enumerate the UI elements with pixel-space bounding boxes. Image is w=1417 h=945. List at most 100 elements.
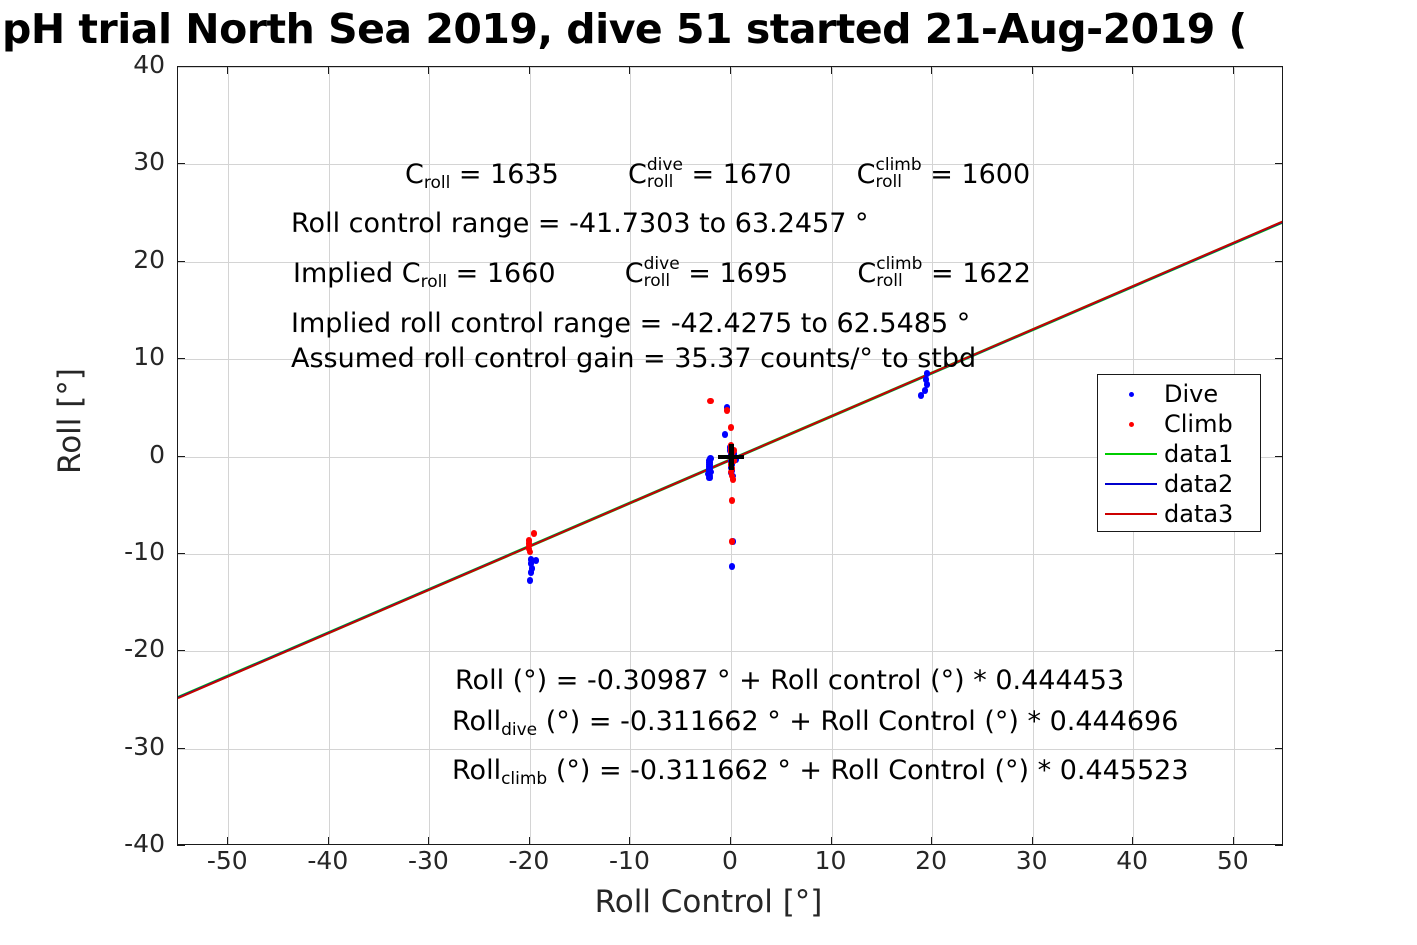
implied-c-dive-symbol: C [624, 257, 644, 289]
annotation-assumed-roll-control-gain: Assumed roll control gain = 35.37 counts… [291, 343, 977, 374]
eq-dive-tail: (°) = -0.311662 ° + Roll Control (°) * 0… [545, 706, 1179, 737]
x-tick-label: 0 [722, 846, 738, 875]
c-climb-subscript: roll [875, 172, 902, 193]
eq-dive-head: Roll [452, 706, 502, 737]
x-tick-mark [1031, 66, 1033, 74]
y-tick-mark [177, 845, 185, 846]
gridline-vertical [529, 67, 531, 844]
data-point-dive [917, 391, 925, 399]
legend-item-dive[interactable]: Dive [1098, 379, 1260, 409]
c-dive-value: = 1670 [691, 158, 792, 190]
x-tick-label: 20 [915, 846, 947, 875]
eq-climb-head: Roll [452, 755, 502, 786]
c-climb-value: = 1600 [930, 158, 1031, 190]
implied-c-climb-value: = 1622 [930, 257, 1031, 289]
legend[interactable]: Dive Climb data1 data2 data3 [1097, 374, 1261, 532]
legend-item-climb[interactable]: Climb [1098, 409, 1260, 439]
legend-item-data2[interactable]: data2 [1098, 469, 1260, 499]
legend-marker [1105, 453, 1157, 455]
y-tick-mark [177, 455, 185, 457]
data-point-climb [729, 476, 737, 484]
y-tick-label: -20 [124, 634, 165, 664]
equation-roll-climb: Rollclimb (°) = -0.311662 ° + Roll Contr… [452, 755, 1189, 788]
legend-item-data3[interactable]: data3 [1098, 499, 1260, 529]
gridline-vertical [831, 67, 833, 844]
equation-roll-dive: Rolldive (°) = -0.311662 ° + Roll Contro… [452, 706, 1179, 739]
y-tick-mark [1275, 163, 1283, 165]
x-tick-mark [1232, 66, 1234, 74]
data-point-climb [730, 456, 738, 464]
x-tick-label: -30 [407, 846, 449, 875]
implied-c-climb-supsub: climb roll [876, 255, 922, 292]
legend-marker [1128, 391, 1134, 397]
x-tick-mark [428, 66, 430, 74]
x-tick-mark [428, 837, 430, 845]
y-tick-label: -40 [124, 829, 165, 858]
gridline-vertical [932, 67, 934, 844]
legend-swatch-data1-icon [1098, 453, 1164, 455]
c-dive-supsub: dive roll [646, 156, 683, 193]
data-point-climb [728, 472, 736, 480]
y-tick-mark [177, 650, 185, 652]
y-tick-mark [177, 552, 185, 554]
data-point-dive [923, 381, 931, 388]
x-tick-mark [327, 66, 329, 74]
legend-swatch-data3-icon [1098, 513, 1164, 515]
gridline-horizontal [178, 651, 1282, 653]
y-tick-mark [1275, 552, 1283, 554]
legend-label: data1 [1164, 440, 1234, 468]
page-title: pH trial North Sea 2019, dive 51 started… [2, 5, 1247, 53]
x-tick-label: -20 [508, 846, 550, 875]
gridline-horizontal [178, 261, 1282, 263]
implied-c-roll-value: = 1660 [455, 257, 556, 289]
implied-c-climb-subscript: roll [876, 271, 903, 292]
y-tick-mark [177, 260, 185, 262]
x-axis-label: Roll Control [°] [594, 884, 823, 920]
c-dive-symbol: C [628, 158, 647, 190]
x-tick-mark [528, 837, 530, 845]
c-climb-symbol: C [856, 158, 876, 190]
data-point-climb [526, 548, 534, 556]
x-tick-mark [730, 66, 731, 74]
data-point-dive [527, 568, 535, 576]
x-tick-mark [1232, 837, 1234, 845]
gridline-horizontal [178, 553, 1282, 555]
legend-marker [1105, 513, 1157, 515]
data-point-dive [923, 370, 931, 378]
x-tick-mark [830, 66, 832, 74]
y-tick-mark [1275, 455, 1283, 457]
y-tick-mark [1275, 747, 1283, 749]
x-tick-mark [1132, 66, 1134, 74]
data-point-dive [728, 563, 736, 570]
x-tick-label: -10 [609, 846, 650, 875]
legend-item-data1[interactable]: data1 [1098, 439, 1260, 469]
y-tick-label: 30 [133, 147, 165, 177]
implied-c-dive-subscript: roll [643, 271, 671, 292]
x-tick-label: 30 [1015, 846, 1048, 875]
x-tick-mark [830, 837, 832, 845]
x-tick-mark [327, 837, 329, 845]
gridline-vertical [630, 67, 632, 844]
eq-climb-tail: (°) = -0.311662 ° + Roll Control (°) * 0… [555, 755, 1189, 786]
legend-label: data2 [1164, 470, 1234, 498]
legend-label: Climb [1164, 410, 1233, 438]
y-tick-label: 10 [133, 342, 165, 372]
y-tick-label: 0 [149, 439, 165, 469]
eq-climb-subscript: climb [501, 769, 548, 790]
data-point-dive [527, 560, 535, 567]
y-tick-mark [177, 66, 185, 67]
data-point-dive [526, 576, 534, 584]
legend-swatch-climb-icon [1098, 421, 1164, 427]
implied-c-dive-supsub: dive roll [643, 255, 680, 292]
x-tick-mark [1132, 837, 1134, 845]
data-point-climb [707, 397, 715, 405]
implied-c-roll-subscript: roll [420, 271, 448, 292]
x-tick-mark [629, 837, 631, 845]
x-tick-label: -40 [307, 846, 349, 875]
gridline-vertical [1032, 67, 1034, 844]
data-point-climb [723, 407, 731, 415]
c-dive-subscript: roll [646, 172, 674, 193]
gridline-horizontal [178, 748, 1282, 750]
